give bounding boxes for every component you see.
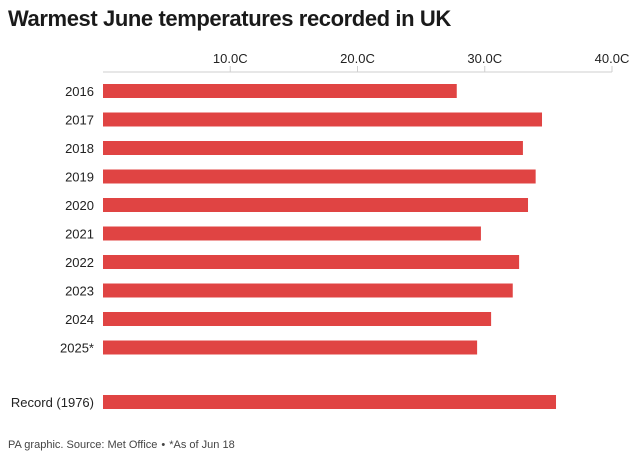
footer-separator: • bbox=[161, 439, 166, 451]
year-label: 2022 bbox=[65, 255, 94, 270]
year-bar bbox=[103, 169, 536, 184]
x-tick-label: 20.0C bbox=[340, 51, 375, 66]
footnote: *As of Jun 18 bbox=[169, 439, 235, 451]
year-label: 2024 bbox=[65, 312, 94, 327]
bars bbox=[103, 84, 557, 409]
x-tick-label: 30.0C bbox=[467, 51, 502, 66]
year-label: 2018 bbox=[65, 141, 94, 156]
year-bar bbox=[103, 84, 457, 98]
source-note: PA graphic. Source: Met Office bbox=[8, 439, 158, 451]
year-bar bbox=[103, 112, 543, 127]
x-tick-label: 10.0C bbox=[213, 51, 248, 66]
x-tick-label: 40.0C bbox=[595, 51, 630, 66]
year-bar bbox=[103, 283, 513, 298]
year-label: 2023 bbox=[65, 284, 94, 299]
footer: PA graphic. Source: Met Office • *As of Ju… bbox=[8, 439, 235, 451]
record-bar bbox=[103, 395, 557, 409]
record-label: Record (1976) bbox=[11, 395, 94, 410]
year-label: 2016 bbox=[65, 84, 94, 99]
year-label: 2019 bbox=[65, 170, 94, 185]
category-labels: 2016 2017 2018 2019 2020 2021 2022 2023 2024 2025… bbox=[11, 84, 94, 410]
year-label: 2017 bbox=[65, 113, 94, 128]
year-label: 2021 bbox=[65, 227, 94, 242]
year-bar bbox=[103, 255, 520, 269]
chart-title: Warmest June temperatures recorded in UK bbox=[8, 6, 451, 31]
year-label: 2025* bbox=[60, 341, 94, 356]
year-bar bbox=[103, 340, 478, 355]
year-bar bbox=[103, 312, 492, 326]
year-bar bbox=[103, 198, 529, 212]
year-bar bbox=[103, 226, 481, 241]
x-axis: 10.0C 20.0C 30.0C 40.0C bbox=[103, 51, 630, 73]
year-bar bbox=[103, 141, 523, 155]
year-label: 2020 bbox=[65, 198, 94, 213]
